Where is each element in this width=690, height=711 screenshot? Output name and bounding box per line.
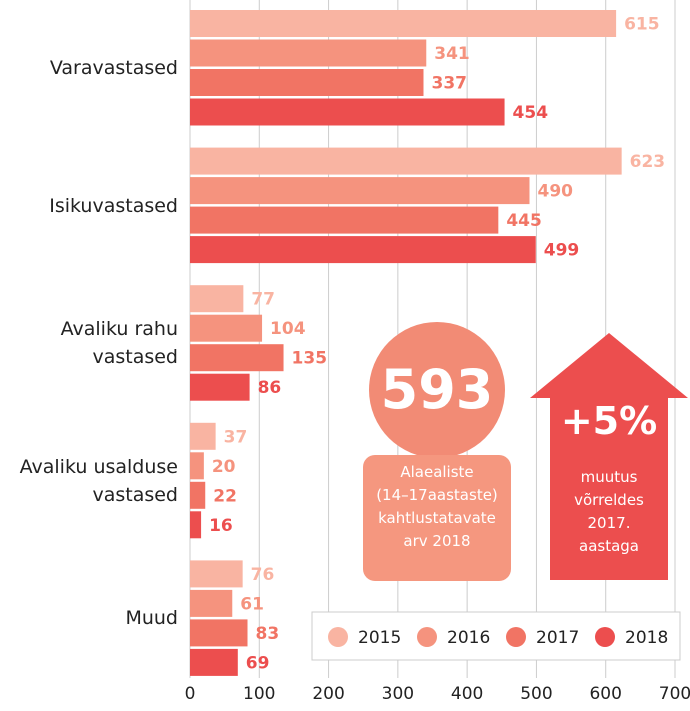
value-label: 83 <box>256 624 280 644</box>
value-label: 22 <box>213 486 237 506</box>
bar <box>190 177 530 205</box>
bar <box>190 373 250 401</box>
bar <box>190 236 536 264</box>
category-label: Isikuvastased <box>49 194 178 217</box>
legend-label: 2015 <box>358 628 401 648</box>
bar <box>190 452 204 480</box>
legend-label: 2018 <box>625 628 668 648</box>
value-label: 77 <box>251 290 275 310</box>
legend-marker <box>506 627 526 647</box>
x-tick-label: 200 <box>312 684 344 704</box>
value-label: 135 <box>292 349 328 369</box>
bar <box>190 147 622 175</box>
value-label: 490 <box>538 182 574 202</box>
bar <box>190 589 233 617</box>
bar <box>190 39 427 67</box>
value-label: 69 <box>246 653 270 673</box>
x-tick-label: 500 <box>520 684 552 704</box>
legend-marker <box>595 627 615 647</box>
legend <box>311 611 681 661</box>
value-label: 76 <box>251 565 275 585</box>
value-label: 20 <box>212 457 236 477</box>
value-label: 454 <box>513 103 549 123</box>
bar <box>190 98 505 126</box>
bar <box>190 69 424 96</box>
x-tick-label: 400 <box>451 684 483 704</box>
value-label: 341 <box>434 44 470 64</box>
caption-box <box>363 455 511 581</box>
value-label: 16 <box>209 516 233 536</box>
bar <box>190 648 238 676</box>
legend-label: 2016 <box>447 628 490 648</box>
bar <box>190 10 617 37</box>
value-label: 86 <box>258 378 282 398</box>
change-value: +5% <box>560 399 658 443</box>
bar <box>190 314 263 342</box>
legend-marker <box>417 627 437 647</box>
category-label: Muud <box>125 607 178 630</box>
value-label: 445 <box>506 211 541 231</box>
change-caption: muutus võrreldes 2017. aastaga <box>574 468 644 555</box>
bar <box>190 481 206 509</box>
value-label: 104 <box>270 319 306 339</box>
category-label: Avaliku rahu vastased <box>60 318 178 369</box>
bar <box>190 344 284 372</box>
change-arrow <box>530 333 688 580</box>
bar <box>190 619 248 647</box>
value-label: 337 <box>431 74 467 94</box>
big-number-caption: Alaealiste (14–17aastaste) kahtlustatava… <box>376 463 498 550</box>
x-tick-label: 300 <box>382 684 414 704</box>
value-label: 615 <box>624 15 660 35</box>
value-label: 499 <box>544 241 580 261</box>
bar <box>190 560 243 588</box>
x-tick-label: 600 <box>589 684 621 704</box>
legend-label: 2017 <box>536 628 579 648</box>
x-tick-label: 700 <box>659 684 690 704</box>
value-label: 61 <box>240 594 264 614</box>
big-number: 593 <box>380 358 494 421</box>
category-label: Varavastased <box>49 57 178 79</box>
x-tick-label: 100 <box>243 684 275 704</box>
bar <box>190 206 499 234</box>
bar <box>190 511 202 539</box>
x-tick-label: 0 <box>185 684 196 704</box>
legend-marker <box>328 627 348 647</box>
bar <box>190 285 244 313</box>
bar <box>190 422 216 450</box>
big-number-circle <box>369 322 505 458</box>
category-label: Avaliku usalduse vastased <box>19 455 178 506</box>
value-label: 37 <box>224 427 248 447</box>
value-label: 623 <box>630 152 666 172</box>
